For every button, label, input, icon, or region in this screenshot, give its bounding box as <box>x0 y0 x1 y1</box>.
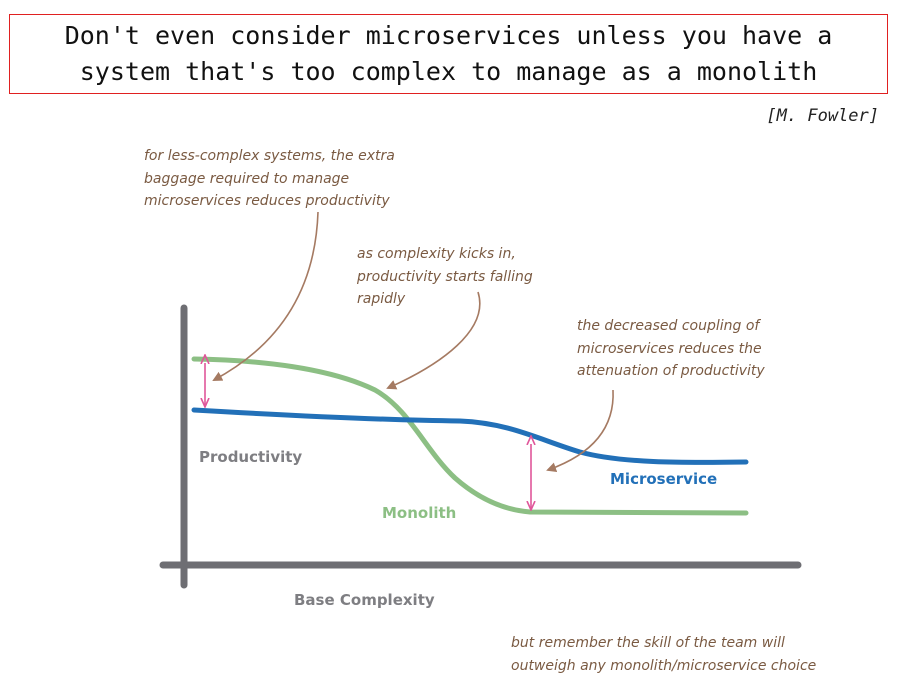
annotation-arrow-complexity <box>386 291 481 390</box>
y-axis-label: Productivity <box>199 448 303 466</box>
annotation-complexity-kicks-in: as complexity kicks in, productivity sta… <box>357 246 533 307</box>
annotation-decreased-coupling: the decreased coupling of microservices … <box>577 318 765 379</box>
annotation-arrow-less-complex <box>212 211 319 381</box>
microservice-curve <box>191 407 749 465</box>
annotation-arrow-coupling <box>546 389 614 473</box>
annotation-team-skill: but remember the skill of the team will … <box>511 635 817 674</box>
quote-attribution: [M. Fowler] <box>766 106 879 126</box>
quote-text: Don't even consider microservices unless… <box>64 21 833 86</box>
annotation-less-complex: for less-complex systems, the extra bagg… <box>144 148 395 209</box>
x-axis-label: Base Complexity <box>294 591 435 609</box>
microservice-label: Microservice <box>610 470 718 488</box>
monolith-label: Monolith <box>382 504 457 522</box>
quote-box: Don't even consider microservices unless… <box>9 14 888 94</box>
